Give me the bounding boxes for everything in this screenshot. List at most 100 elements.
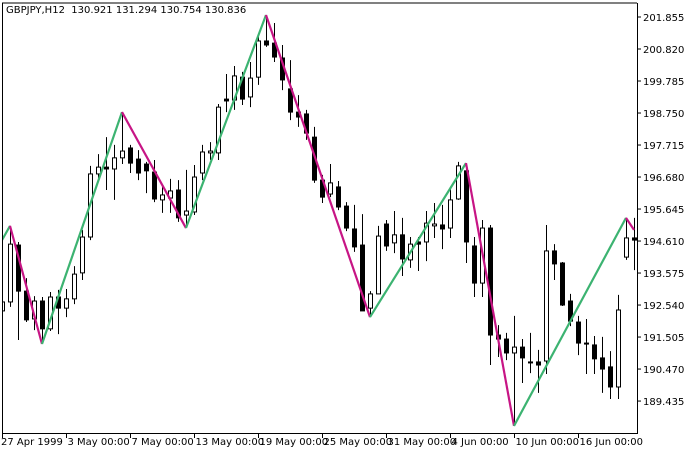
candle <box>616 294 621 400</box>
candle-body <box>360 244 365 312</box>
candle <box>328 164 333 198</box>
candle <box>352 204 357 252</box>
zigzag-down-segment <box>625 217 635 231</box>
candle-body <box>424 222 429 243</box>
candle <box>376 225 381 295</box>
time-tick-label: 7 May 00:00 <box>132 437 194 448</box>
candle <box>216 104 221 161</box>
time-tick-label: 10 Jun 00:00 <box>516 437 580 448</box>
candle-body <box>392 234 397 244</box>
candle-body <box>120 150 125 159</box>
zigzag-down-segment <box>264 14 372 318</box>
candle-body <box>264 40 269 46</box>
candle-body <box>440 224 445 230</box>
candle-body <box>632 237 637 241</box>
candle-body <box>616 309 621 388</box>
time-tick-label: 19 May 00:00 <box>260 437 329 448</box>
candles-layer <box>0 14 637 426</box>
zigzag-up-segment <box>40 111 124 345</box>
zigzag-up-segment <box>369 162 467 318</box>
candle-body <box>376 235 381 295</box>
candle-body <box>144 163 149 172</box>
candle-body <box>592 344 597 360</box>
price-tick-label: 201.855 <box>643 13 684 24</box>
candle-body <box>64 298 69 309</box>
candle <box>384 220 389 251</box>
time-tick-label: 31 May 00:00 <box>388 437 457 448</box>
candle <box>536 349 541 393</box>
candle-body <box>256 40 261 78</box>
candle <box>264 14 269 47</box>
candle <box>512 315 517 426</box>
candle <box>504 332 509 361</box>
zigzag-up-segment <box>184 14 268 229</box>
candle <box>120 112 125 165</box>
candle-body <box>72 273 77 300</box>
candle <box>112 144 117 200</box>
candle-body <box>352 228 357 248</box>
candle-body <box>112 157 117 170</box>
candle <box>160 185 165 213</box>
candle-body <box>432 223 437 227</box>
candle-body <box>328 182 333 195</box>
candle <box>528 332 533 374</box>
price-tick-label: 190.470 <box>643 365 684 376</box>
candle <box>552 244 557 280</box>
candle <box>8 225 13 307</box>
candle <box>184 169 189 229</box>
candle <box>608 351 613 400</box>
candle-body <box>208 150 213 154</box>
candle <box>336 181 341 211</box>
candle-body <box>104 166 109 170</box>
candle-body <box>248 77 253 98</box>
candle <box>104 137 109 191</box>
ohlc-readout: 130.921 131.294 130.754 130.836 <box>71 5 247 16</box>
candle <box>520 339 525 383</box>
zigzag-indicator <box>1 14 635 427</box>
candle-body <box>272 42 277 58</box>
candle <box>344 202 349 232</box>
candle <box>208 142 213 161</box>
candle <box>136 150 141 181</box>
candle <box>576 315 581 356</box>
candle <box>584 318 589 374</box>
price-tick-label: 194.610 <box>643 237 684 248</box>
zigzag-down-segment <box>8 225 44 345</box>
price-tick-label: 189.435 <box>643 397 684 408</box>
candle-body <box>512 346 517 354</box>
time-tick-label: 3 May 00:00 <box>68 437 130 448</box>
candle <box>424 211 429 262</box>
candle-body <box>608 366 613 388</box>
candle-body <box>400 234 405 260</box>
time-tick-label: 25 May 00:00 <box>324 437 393 448</box>
candle <box>224 74 229 113</box>
zigzag-up-segment <box>1 225 11 241</box>
candle-body <box>200 151 205 174</box>
price-tick-label: 197.715 <box>643 141 684 152</box>
zigzag-up-segment <box>513 217 627 427</box>
price-tick-label: 192.540 <box>643 301 684 312</box>
time-tick-label: 16 Jun 00:00 <box>580 437 644 448</box>
price-tick-label: 200.820 <box>643 45 684 56</box>
chart-header: GBPJPY,H12 130.921 131.294 130.754 130.8… <box>6 5 246 16</box>
candle-body <box>576 321 581 344</box>
candle-body <box>336 186 341 208</box>
candle-body <box>80 236 85 274</box>
zigzag-down-segment <box>121 111 187 229</box>
candle-body <box>600 357 605 370</box>
candle <box>144 161 149 194</box>
candle-body <box>464 170 469 243</box>
candle-body <box>152 171 157 200</box>
price-tick-label: 196.680 <box>643 173 684 184</box>
candle-body <box>136 158 141 174</box>
candle-body <box>344 205 349 229</box>
candle <box>472 237 477 298</box>
candle-body <box>472 245 477 284</box>
time-tick-label: 27 Apr 1999 <box>1 437 63 448</box>
candle-body <box>96 166 101 175</box>
candle <box>392 211 397 254</box>
candle <box>440 204 445 250</box>
zigzag-down-segment <box>464 162 516 427</box>
candle-body <box>544 250 549 362</box>
